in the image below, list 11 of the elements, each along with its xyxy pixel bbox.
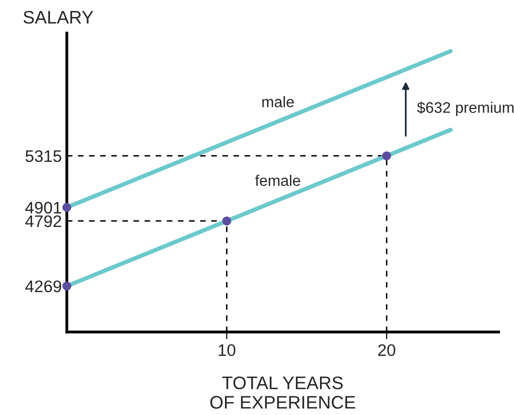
y-tick-label: 4792 xyxy=(25,215,62,228)
annotation: $632 premium xyxy=(417,101,514,116)
series-label: male xyxy=(262,96,294,108)
y-axis-title: SALARY xyxy=(24,10,94,24)
y-tick-label: 5315 xyxy=(26,150,62,162)
series-label: female xyxy=(255,174,300,186)
x-tick-label: 10 xyxy=(218,344,236,356)
x-axis-title: TOTAL YEARS OF EXPERIENCE xyxy=(210,376,356,409)
x-tick-label: 20 xyxy=(378,344,396,356)
y-tick-label: 4269 xyxy=(25,280,62,292)
y-tick-label: 4901 xyxy=(25,202,62,214)
